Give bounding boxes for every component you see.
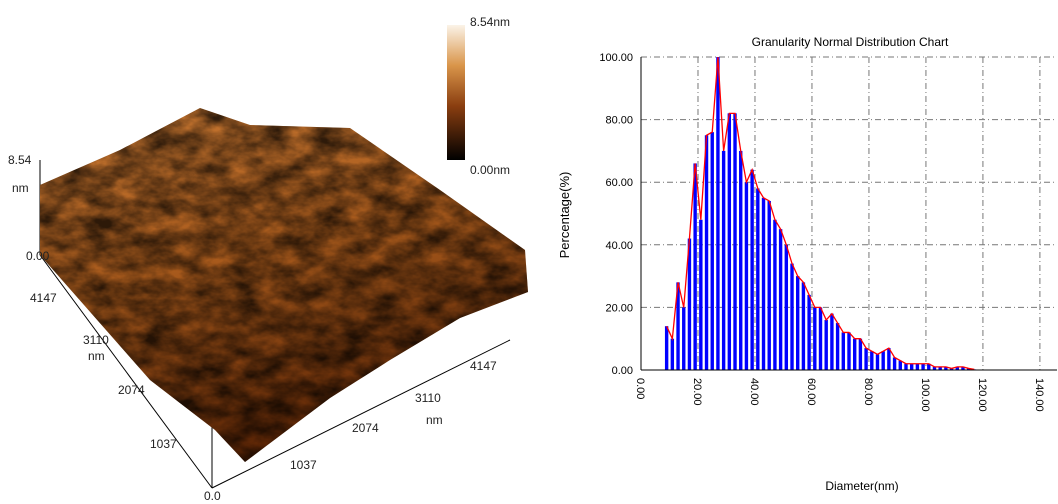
afm-image: 8.54nm 0.00nm 8.54 nm 0.00 4147 3110 nm … bbox=[8, 15, 528, 503]
colorbar bbox=[447, 25, 465, 160]
bar bbox=[875, 354, 880, 370]
bar bbox=[744, 182, 749, 370]
x-tick-label: 20.00 bbox=[691, 378, 703, 406]
chart-title: Granularity Normal Distribution Chart bbox=[752, 35, 949, 49]
x-tick-label: 0.00 bbox=[634, 378, 646, 399]
x-tick-label: 60.00 bbox=[805, 378, 817, 406]
bar bbox=[944, 366, 948, 370]
y-tick-label: 20.00 bbox=[605, 302, 633, 314]
colorbar-max: 8.54nm bbox=[470, 15, 510, 29]
bar bbox=[773, 219, 777, 370]
bar bbox=[932, 366, 937, 370]
x-unit: nm bbox=[426, 413, 443, 427]
bar bbox=[767, 200, 771, 370]
bar bbox=[915, 363, 920, 370]
bar bbox=[904, 363, 908, 370]
bar bbox=[727, 113, 732, 370]
bar bbox=[784, 244, 789, 370]
x-tick-label: 100.00 bbox=[919, 378, 931, 412]
y-unit: nm bbox=[88, 349, 105, 363]
bar bbox=[796, 276, 800, 370]
x-tick-label: 80.00 bbox=[862, 378, 874, 406]
bar bbox=[898, 360, 902, 370]
z-unit: nm bbox=[12, 181, 29, 195]
y-tick-label: 40.00 bbox=[605, 240, 633, 252]
bar bbox=[807, 294, 811, 370]
bar bbox=[818, 307, 823, 370]
y-tick-label: 0.00 bbox=[612, 365, 633, 377]
bar bbox=[949, 368, 954, 370]
bar bbox=[938, 366, 942, 370]
bar bbox=[955, 366, 959, 370]
x-tick: 3110 bbox=[415, 391, 441, 405]
bar bbox=[847, 332, 851, 370]
bar bbox=[801, 282, 806, 370]
bar bbox=[841, 332, 846, 370]
y-axis-label: Percentage(%) bbox=[557, 172, 572, 259]
x-tick-label: 120.00 bbox=[976, 378, 988, 412]
bar bbox=[858, 338, 863, 370]
trend-line bbox=[666, 56, 975, 371]
bar bbox=[739, 150, 743, 370]
bar bbox=[790, 263, 794, 370]
y-axis bbox=[39, 254, 213, 489]
bar bbox=[699, 219, 703, 370]
x-tick-label: 140.00 bbox=[1033, 378, 1045, 412]
x-axis bbox=[211, 339, 511, 489]
bar bbox=[887, 348, 891, 370]
y-tick: 4147 bbox=[30, 291, 57, 305]
bar bbox=[909, 363, 914, 370]
origin: 0.0 bbox=[204, 489, 221, 503]
bar bbox=[864, 348, 868, 370]
bar bbox=[961, 366, 965, 370]
y-tick-label: 80.00 bbox=[605, 115, 633, 127]
bar bbox=[670, 338, 675, 370]
y-tick-label: 60.00 bbox=[605, 177, 633, 189]
bar bbox=[761, 197, 766, 370]
bar bbox=[881, 351, 885, 370]
bar bbox=[664, 326, 669, 370]
x-tick-label: 40.00 bbox=[748, 378, 760, 406]
bar bbox=[813, 307, 817, 370]
y-tick: 2074 bbox=[118, 383, 145, 397]
bar bbox=[756, 188, 760, 370]
bar bbox=[704, 135, 709, 370]
bar bbox=[693, 163, 697, 370]
bar bbox=[733, 113, 737, 370]
bar bbox=[892, 357, 897, 370]
bar bbox=[830, 313, 834, 370]
bar bbox=[835, 323, 840, 370]
bar bbox=[687, 238, 692, 370]
x-tick: 2074 bbox=[352, 421, 379, 435]
colorbar-min: 0.00nm bbox=[470, 163, 510, 177]
x-tick: 1037 bbox=[290, 458, 317, 472]
z-min: 0.00 bbox=[26, 249, 50, 263]
bar bbox=[966, 368, 971, 370]
y-tick-label: 100.00 bbox=[599, 52, 633, 64]
bar bbox=[750, 169, 754, 370]
y-tick: 1037 bbox=[150, 437, 177, 451]
x-axis-label: Diameter(nm) bbox=[825, 479, 898, 493]
bar bbox=[778, 229, 783, 370]
histogram-chart: Granularity Normal Distribution Chart Di… bbox=[557, 35, 1057, 493]
bar bbox=[682, 307, 686, 370]
x-tick: 4147 bbox=[470, 359, 497, 373]
z-max: 8.54 bbox=[8, 153, 32, 167]
bar bbox=[710, 132, 714, 370]
y-tick: 3110 bbox=[83, 333, 109, 347]
bar bbox=[716, 57, 720, 370]
bar bbox=[852, 338, 857, 370]
bar bbox=[921, 363, 925, 370]
bar bbox=[721, 150, 726, 370]
bar bbox=[870, 351, 874, 370]
bar bbox=[927, 363, 931, 370]
bar bbox=[676, 282, 680, 370]
bar bbox=[824, 319, 828, 370]
